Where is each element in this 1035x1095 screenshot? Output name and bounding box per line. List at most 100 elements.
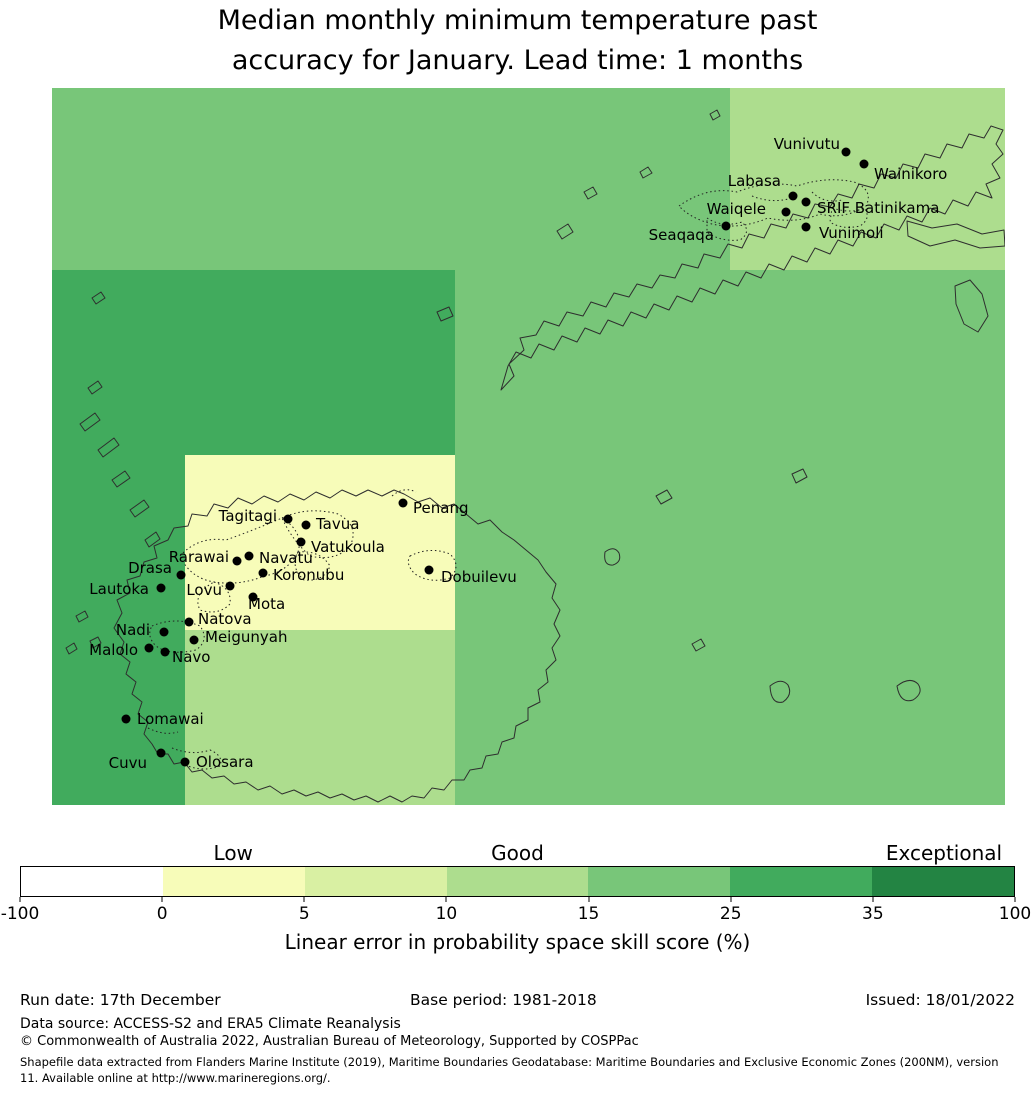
colorbar-segment-35to100 xyxy=(872,867,1015,896)
town-label-malolo: Malolo xyxy=(89,641,138,659)
town-label-waiqele: Waiqele xyxy=(706,200,766,218)
town-dot-labasa xyxy=(788,191,798,201)
colorbar-tick-mark xyxy=(161,897,163,902)
town-dot-rarawai xyxy=(232,556,242,566)
town-dot-tagitagi xyxy=(283,514,293,524)
town-label-lomawai: Lomawai xyxy=(137,710,204,728)
town-label-srif-batinikama: SRIF Batinikama xyxy=(817,199,940,217)
town-dot-vunivutu xyxy=(841,147,851,157)
colorbar-axis-label: Linear error in probability space skill … xyxy=(284,930,751,954)
town-dot-nadi xyxy=(159,627,169,637)
run-date-text: Run date: 17th December xyxy=(20,991,221,1009)
colorbar-category-good: Good xyxy=(491,841,544,865)
town-dot-penang xyxy=(398,498,408,508)
town-label-navo: Navo xyxy=(172,648,211,666)
colorbar: Low Good Exceptional -100 0 5 10 15 25 35 100 Lin… xyxy=(1,841,1032,954)
town-label-olosara: Olosara xyxy=(196,753,254,771)
district-boundary xyxy=(391,489,417,497)
town-label-lovu: Lovu xyxy=(186,581,222,599)
town-dot-meigunyah xyxy=(189,635,199,645)
town-label-vatukoula: Vatukoula xyxy=(311,538,385,556)
colorbar-tick-label--100: -100 xyxy=(0,904,40,924)
town-dot-vunimoli xyxy=(801,222,811,232)
colorbar-category-exceptional: Exceptional xyxy=(885,841,1003,865)
district-boundary xyxy=(281,510,354,559)
town-label-koronubu: Koronubu xyxy=(273,566,345,584)
colorbar-tick-mark xyxy=(730,897,732,902)
town-label-penang: Penang xyxy=(413,499,469,517)
colorbar-tick-label-0: 0 xyxy=(156,904,168,924)
colorbar-tick-label-35: 35 xyxy=(862,904,884,924)
town-label-tavua: Tavua xyxy=(316,515,360,533)
town-dot-drasa xyxy=(176,570,186,580)
page-title: Median monthly minimum temperature past … xyxy=(0,1,1035,81)
colorbar-segment-10to15 xyxy=(446,867,589,896)
town-label-lautoka: Lautoka xyxy=(89,580,149,598)
town-label-natova: Natova xyxy=(198,610,252,628)
colorbar-tick-label-5: 5 xyxy=(298,904,310,924)
colorbar-tick-label-100: 100 xyxy=(998,904,1032,924)
town-dot-tavua xyxy=(301,520,311,530)
skill-cell-northeast xyxy=(730,88,1005,270)
colorbar-tick-label-15: 15 xyxy=(577,904,600,924)
town-dot-seaqaqa xyxy=(721,221,731,231)
town-markers: Vunivutu Wainikoro Labasa Waiqele SRIF Batin… xyxy=(52,88,1005,805)
colorbar-categories: Low Good Exceptional xyxy=(20,841,1015,866)
data-source-text: Data source: ACCESS-S2 and ERA5 Climate … xyxy=(20,1016,401,1032)
town-label-dobuilevu: Dobuilevu xyxy=(441,568,517,586)
taveuni-coast xyxy=(954,279,989,333)
colorbar-tick-mark xyxy=(872,897,874,902)
small-islands xyxy=(65,109,921,703)
base-period-text: Base period: 1981-2018 xyxy=(410,991,597,1009)
colorbar-category-low: Low xyxy=(213,841,253,865)
title-line-1: Median monthly minimum temperature past xyxy=(217,5,818,36)
town-dot-cuvu xyxy=(156,748,166,758)
town-dot-navo xyxy=(160,647,170,657)
town-label-mota: Mota xyxy=(248,595,286,613)
town-dot-koronubu xyxy=(258,568,268,578)
colorbar-segment-0to5 xyxy=(162,867,305,896)
skill-cell-east xyxy=(455,270,1005,805)
skill-map: Vunivutu Wainikoro Labasa Waiqele SRIF Batin… xyxy=(52,88,1005,805)
skill-cell-northwest xyxy=(52,88,730,270)
district-boundary xyxy=(829,207,868,228)
colorbar-segment-15to25 xyxy=(588,867,731,896)
title-line-2: accuracy for January. Lead time: 1 month… xyxy=(231,45,804,76)
town-dot-malolo xyxy=(144,643,154,653)
coastline-group xyxy=(65,109,1005,803)
colorbar-segment--100to0 xyxy=(21,867,163,896)
skill-cell-west-upper xyxy=(52,270,455,455)
town-label-cuvu: Cuvu xyxy=(108,754,147,772)
town-dot-olosara xyxy=(180,757,190,767)
town-dot-vatukoula xyxy=(296,537,306,547)
coastline-svg xyxy=(65,109,1005,803)
colorbar-tick-mark xyxy=(1014,897,1016,902)
town-dot-wainikoro xyxy=(859,159,869,169)
copyright-text: © Commonwealth of Australia 2022, Austra… xyxy=(20,1034,639,1049)
town-dot-natova xyxy=(184,617,194,627)
issued-date-text: Issued: 18/01/2022 xyxy=(865,991,1015,1009)
town-label-rarawai: Rarawai xyxy=(168,548,229,566)
colorbar-segment-25to35 xyxy=(730,867,873,896)
town-dot-navatu xyxy=(244,551,254,561)
town-label-seaqaqa: Seaqaqa xyxy=(648,226,714,244)
town-label-drasa: Drasa xyxy=(128,559,172,577)
district-boundary xyxy=(294,551,331,581)
colorbar-segment-5to10 xyxy=(304,867,447,896)
district-boundary xyxy=(197,581,231,613)
town-dot-mota xyxy=(248,592,258,602)
town-label-tagitagi: Tagitagi xyxy=(218,507,277,525)
colorbar-tick-label-10: 10 xyxy=(435,904,458,924)
town-dot-lovu xyxy=(225,581,235,591)
colorbar-tick-mark xyxy=(445,897,447,902)
town-label-nadi: Nadi xyxy=(115,621,150,639)
vanua-levu-coast xyxy=(500,125,1004,391)
natewa-peninsula-coast xyxy=(906,220,1005,249)
colorbar-tick-mark xyxy=(303,897,305,902)
colorbar-tick-mark xyxy=(588,897,590,902)
town-dot-srif-batinikama xyxy=(801,197,811,207)
town-label-navatu: Navatu xyxy=(259,549,313,567)
town-label-labasa: Labasa xyxy=(727,172,781,190)
colorbar-ticks: -100 0 5 10 15 25 35 100 xyxy=(1,897,1031,925)
town-label-vunivutu: Vunivutu xyxy=(773,135,840,153)
